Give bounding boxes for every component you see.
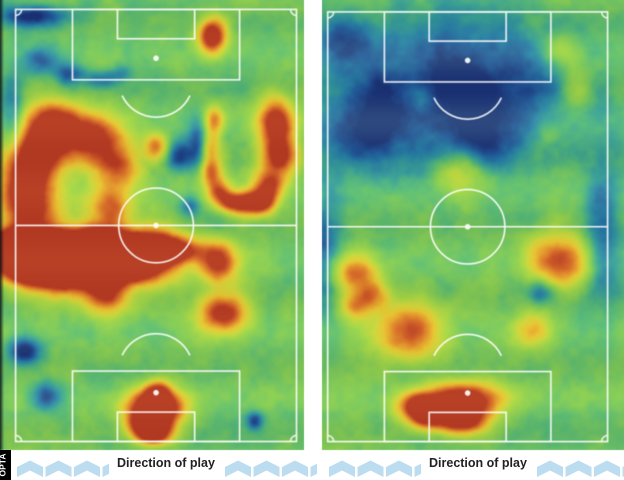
svg-text:OPTA: OPTA	[0, 454, 8, 477]
